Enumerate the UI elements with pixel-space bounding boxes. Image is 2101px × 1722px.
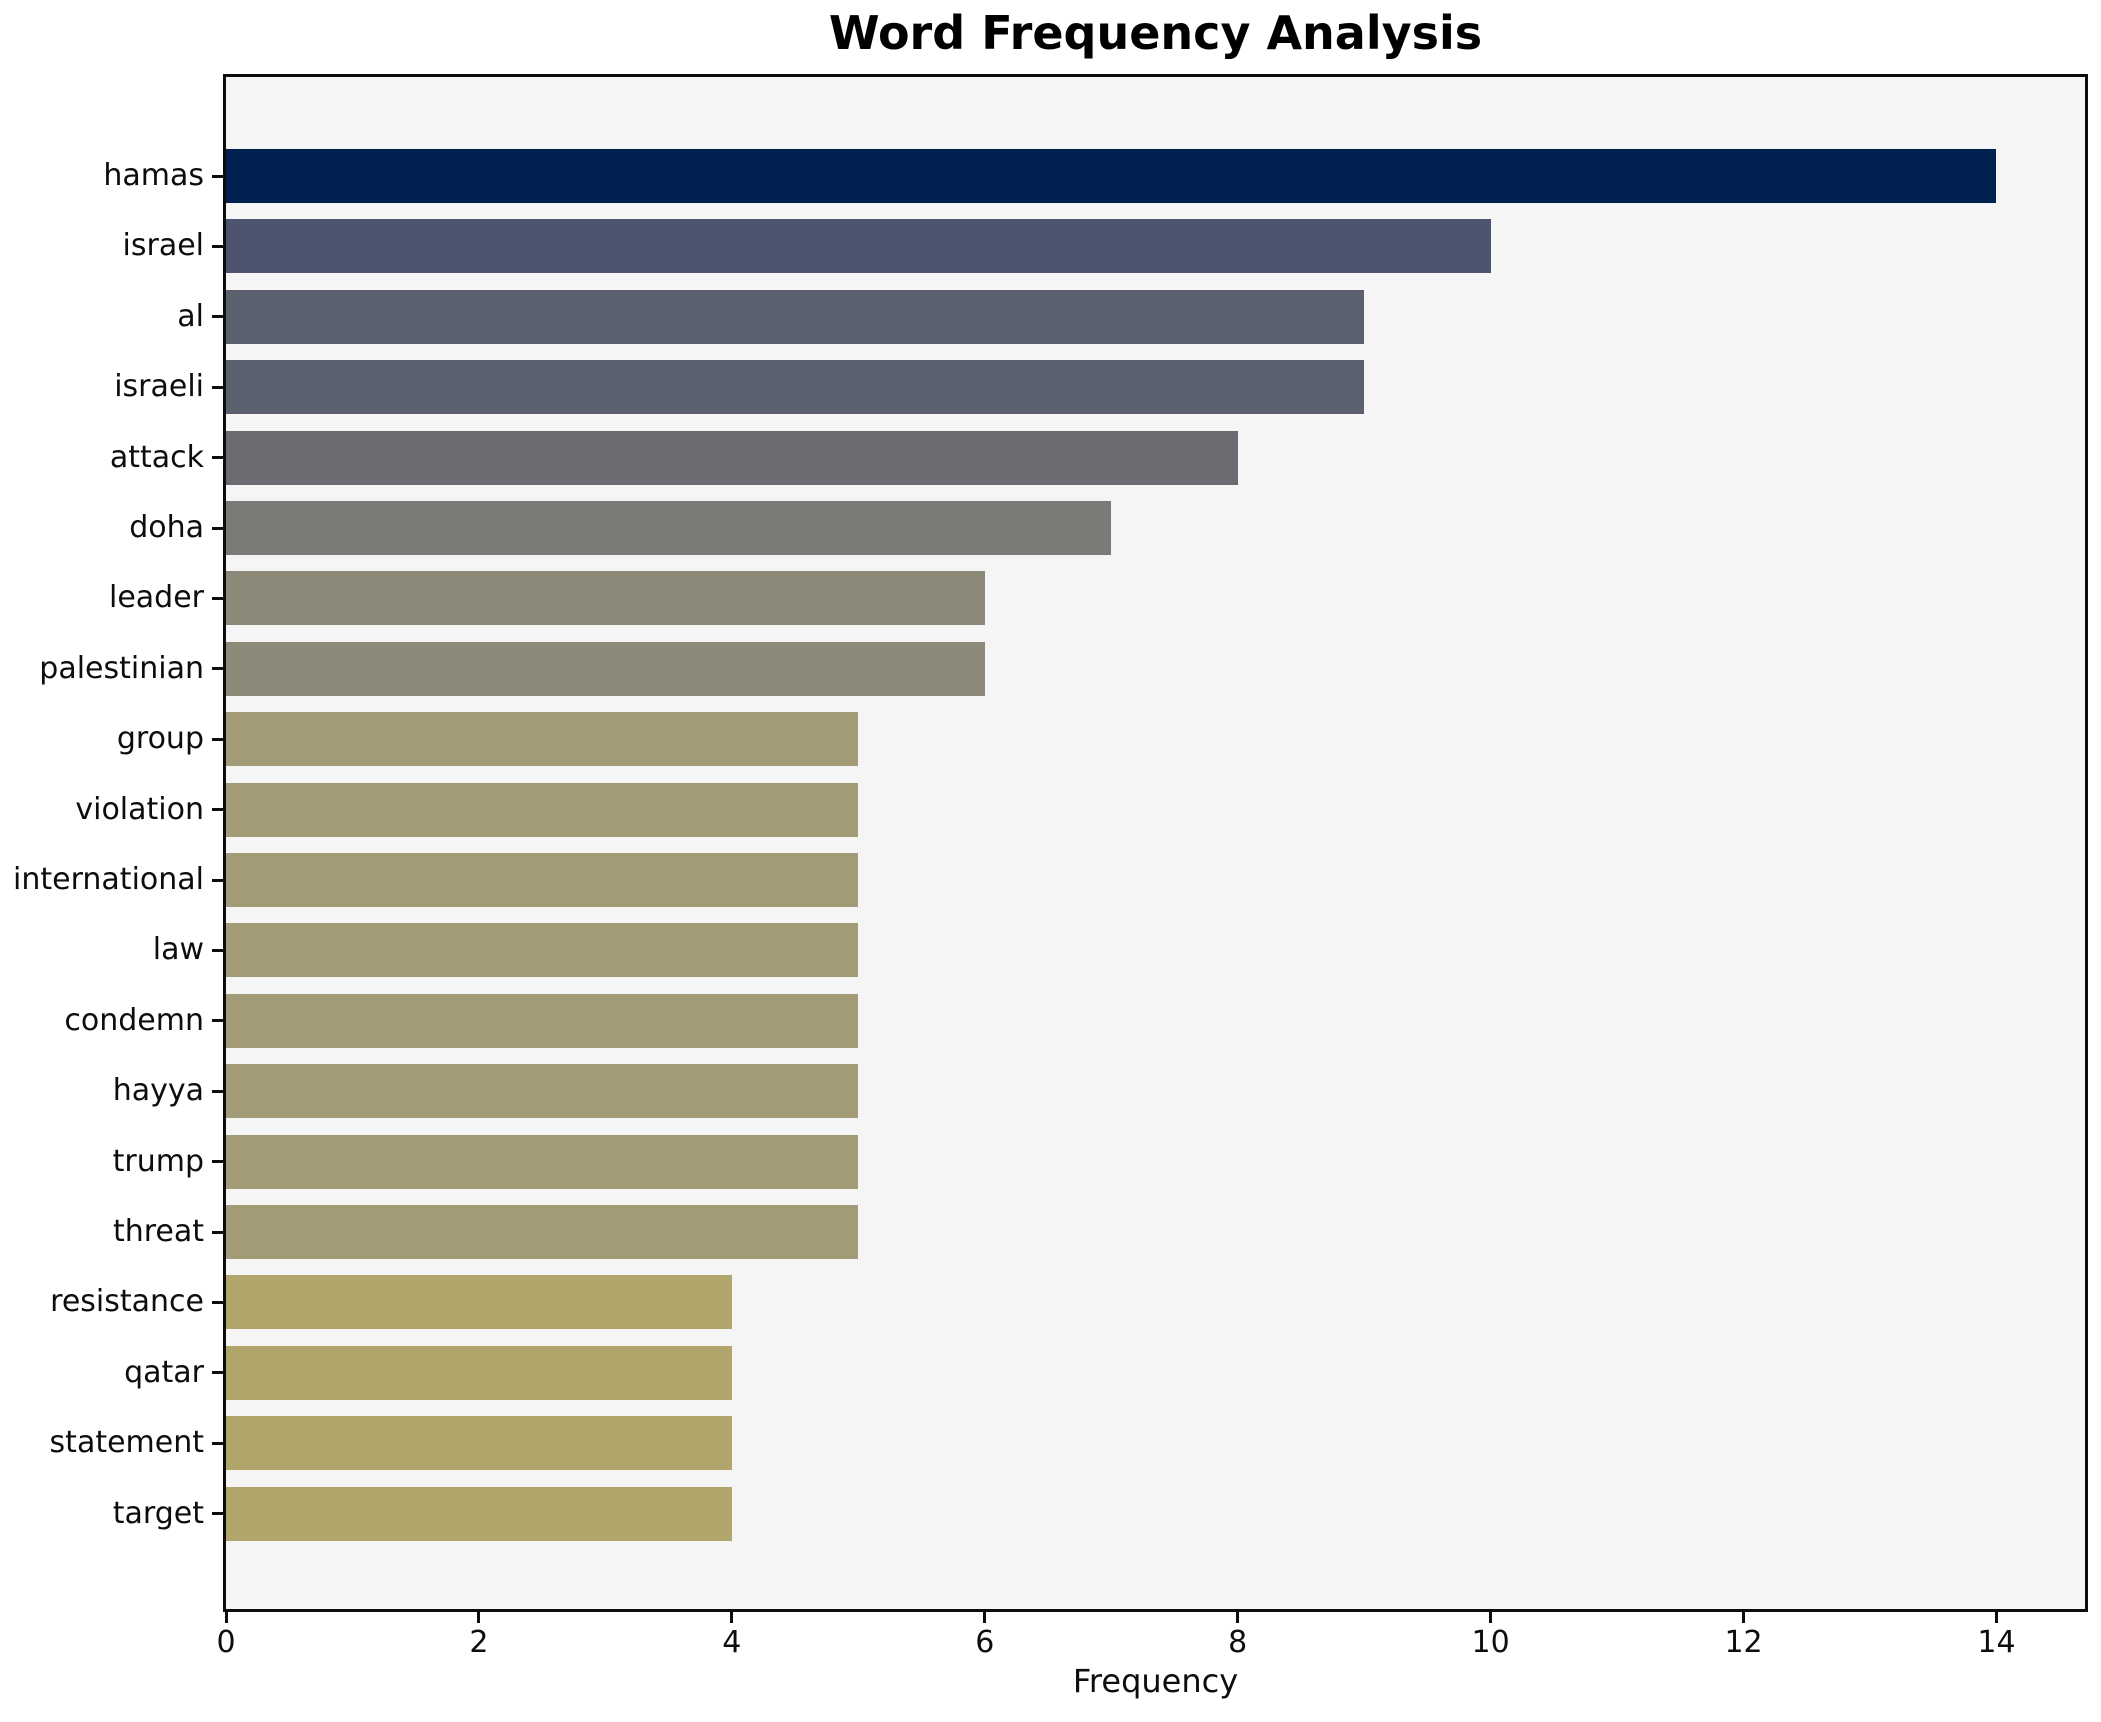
y-tick-label-doha: doha <box>129 510 204 545</box>
y-tick-label-statement: statement <box>49 1425 204 1461</box>
bar-israel <box>226 219 1491 274</box>
x-axis-label: Frequency <box>1072 1662 1239 1700</box>
y-tick-label-law: law <box>152 932 204 968</box>
x-tick-label-8: 8 <box>1228 1625 1248 1660</box>
bar-qatar <box>226 1345 732 1400</box>
bar-attack <box>226 430 1238 485</box>
y-tick-resistance <box>212 1300 223 1304</box>
y-tick-condemn <box>212 1019 223 1023</box>
x-tick-14 <box>1994 1612 1998 1623</box>
x-tick-8 <box>1236 1612 1240 1623</box>
x-tick-label-10: 10 <box>1471 1625 1510 1660</box>
y-tick-violation <box>212 808 223 812</box>
y-tick-hayya <box>212 1089 223 1093</box>
x-tick-label-2: 2 <box>469 1625 489 1660</box>
y-tick-threat <box>212 1230 223 1234</box>
bar-statement <box>226 1416 732 1471</box>
y-tick-label-qatar: qatar <box>124 1354 204 1390</box>
y-tick-label-leader: leader <box>108 580 204 616</box>
y-tick-label-al: al <box>177 298 204 334</box>
x-tick-2 <box>477 1612 481 1623</box>
y-tick-label-israel: israel <box>122 228 204 264</box>
y-tick-attack <box>212 456 223 460</box>
bar-law <box>226 923 859 978</box>
x-tick-6 <box>983 1612 987 1623</box>
x-tick-12 <box>1742 1612 1746 1623</box>
bar-international <box>226 853 859 907</box>
bar-violation <box>226 782 859 837</box>
y-tick-label-palestinian: palestinian <box>39 650 204 686</box>
y-tick-label-resistance: resistance <box>50 1284 204 1320</box>
y-tick-israeli <box>212 385 223 389</box>
y-tick-group <box>212 737 223 741</box>
y-tick-target <box>212 1512 223 1516</box>
x-tick-label-4: 4 <box>722 1625 742 1660</box>
y-tick-label-international: international <box>13 862 204 897</box>
bar-palestinian <box>226 641 985 696</box>
chart-title: Word Frequency Analysis <box>828 6 1483 60</box>
bar-condemn <box>226 993 859 1048</box>
y-tick-law <box>212 948 223 952</box>
y-tick-israel <box>212 244 223 248</box>
y-tick-al <box>212 315 223 319</box>
bar-doha <box>226 501 1112 555</box>
bar-leader <box>226 571 985 626</box>
y-tick-label-attack: attack <box>109 439 204 475</box>
y-tick-qatar <box>212 1371 223 1375</box>
bar-hayya <box>226 1064 859 1119</box>
y-tick-label-trump: trump <box>112 1143 204 1179</box>
x-tick-label-0: 0 <box>216 1625 236 1660</box>
bar-threat <box>226 1205 859 1259</box>
y-tick-hamas <box>212 174 223 178</box>
y-tick-palestinian <box>212 667 223 671</box>
x-tick-10 <box>1489 1612 1493 1623</box>
plot-area <box>223 74 2088 1612</box>
y-tick-label-group: group <box>116 721 204 757</box>
y-tick-trump <box>212 1160 223 1164</box>
y-tick-statement <box>212 1441 223 1445</box>
x-tick-label-12: 12 <box>1724 1625 1763 1660</box>
y-tick-label-target: target <box>112 1495 204 1531</box>
bar-group <box>226 712 859 767</box>
bar-hamas <box>226 149 1997 203</box>
y-tick-international <box>212 878 223 882</box>
y-tick-label-hayya: hayya <box>112 1073 204 1109</box>
bar-resistance <box>226 1275 732 1330</box>
y-tick-label-israeli: israeli <box>114 369 204 405</box>
x-tick-0 <box>224 1612 228 1623</box>
x-tick-4 <box>730 1612 734 1623</box>
bar-trump <box>226 1134 859 1189</box>
y-tick-leader <box>212 596 223 600</box>
y-tick-label-condemn: condemn <box>64 1002 204 1038</box>
x-tick-label-14: 14 <box>1977 1625 2016 1660</box>
y-tick-label-hamas: hamas <box>103 158 204 193</box>
bar-target <box>226 1486 732 1541</box>
x-tick-label-6: 6 <box>975 1625 995 1660</box>
bar-al <box>226 289 1365 344</box>
y-tick-label-threat: threat <box>112 1214 204 1249</box>
y-tick-doha <box>212 526 223 530</box>
bar-israeli <box>226 360 1365 415</box>
y-tick-label-violation: violation <box>75 791 204 827</box>
